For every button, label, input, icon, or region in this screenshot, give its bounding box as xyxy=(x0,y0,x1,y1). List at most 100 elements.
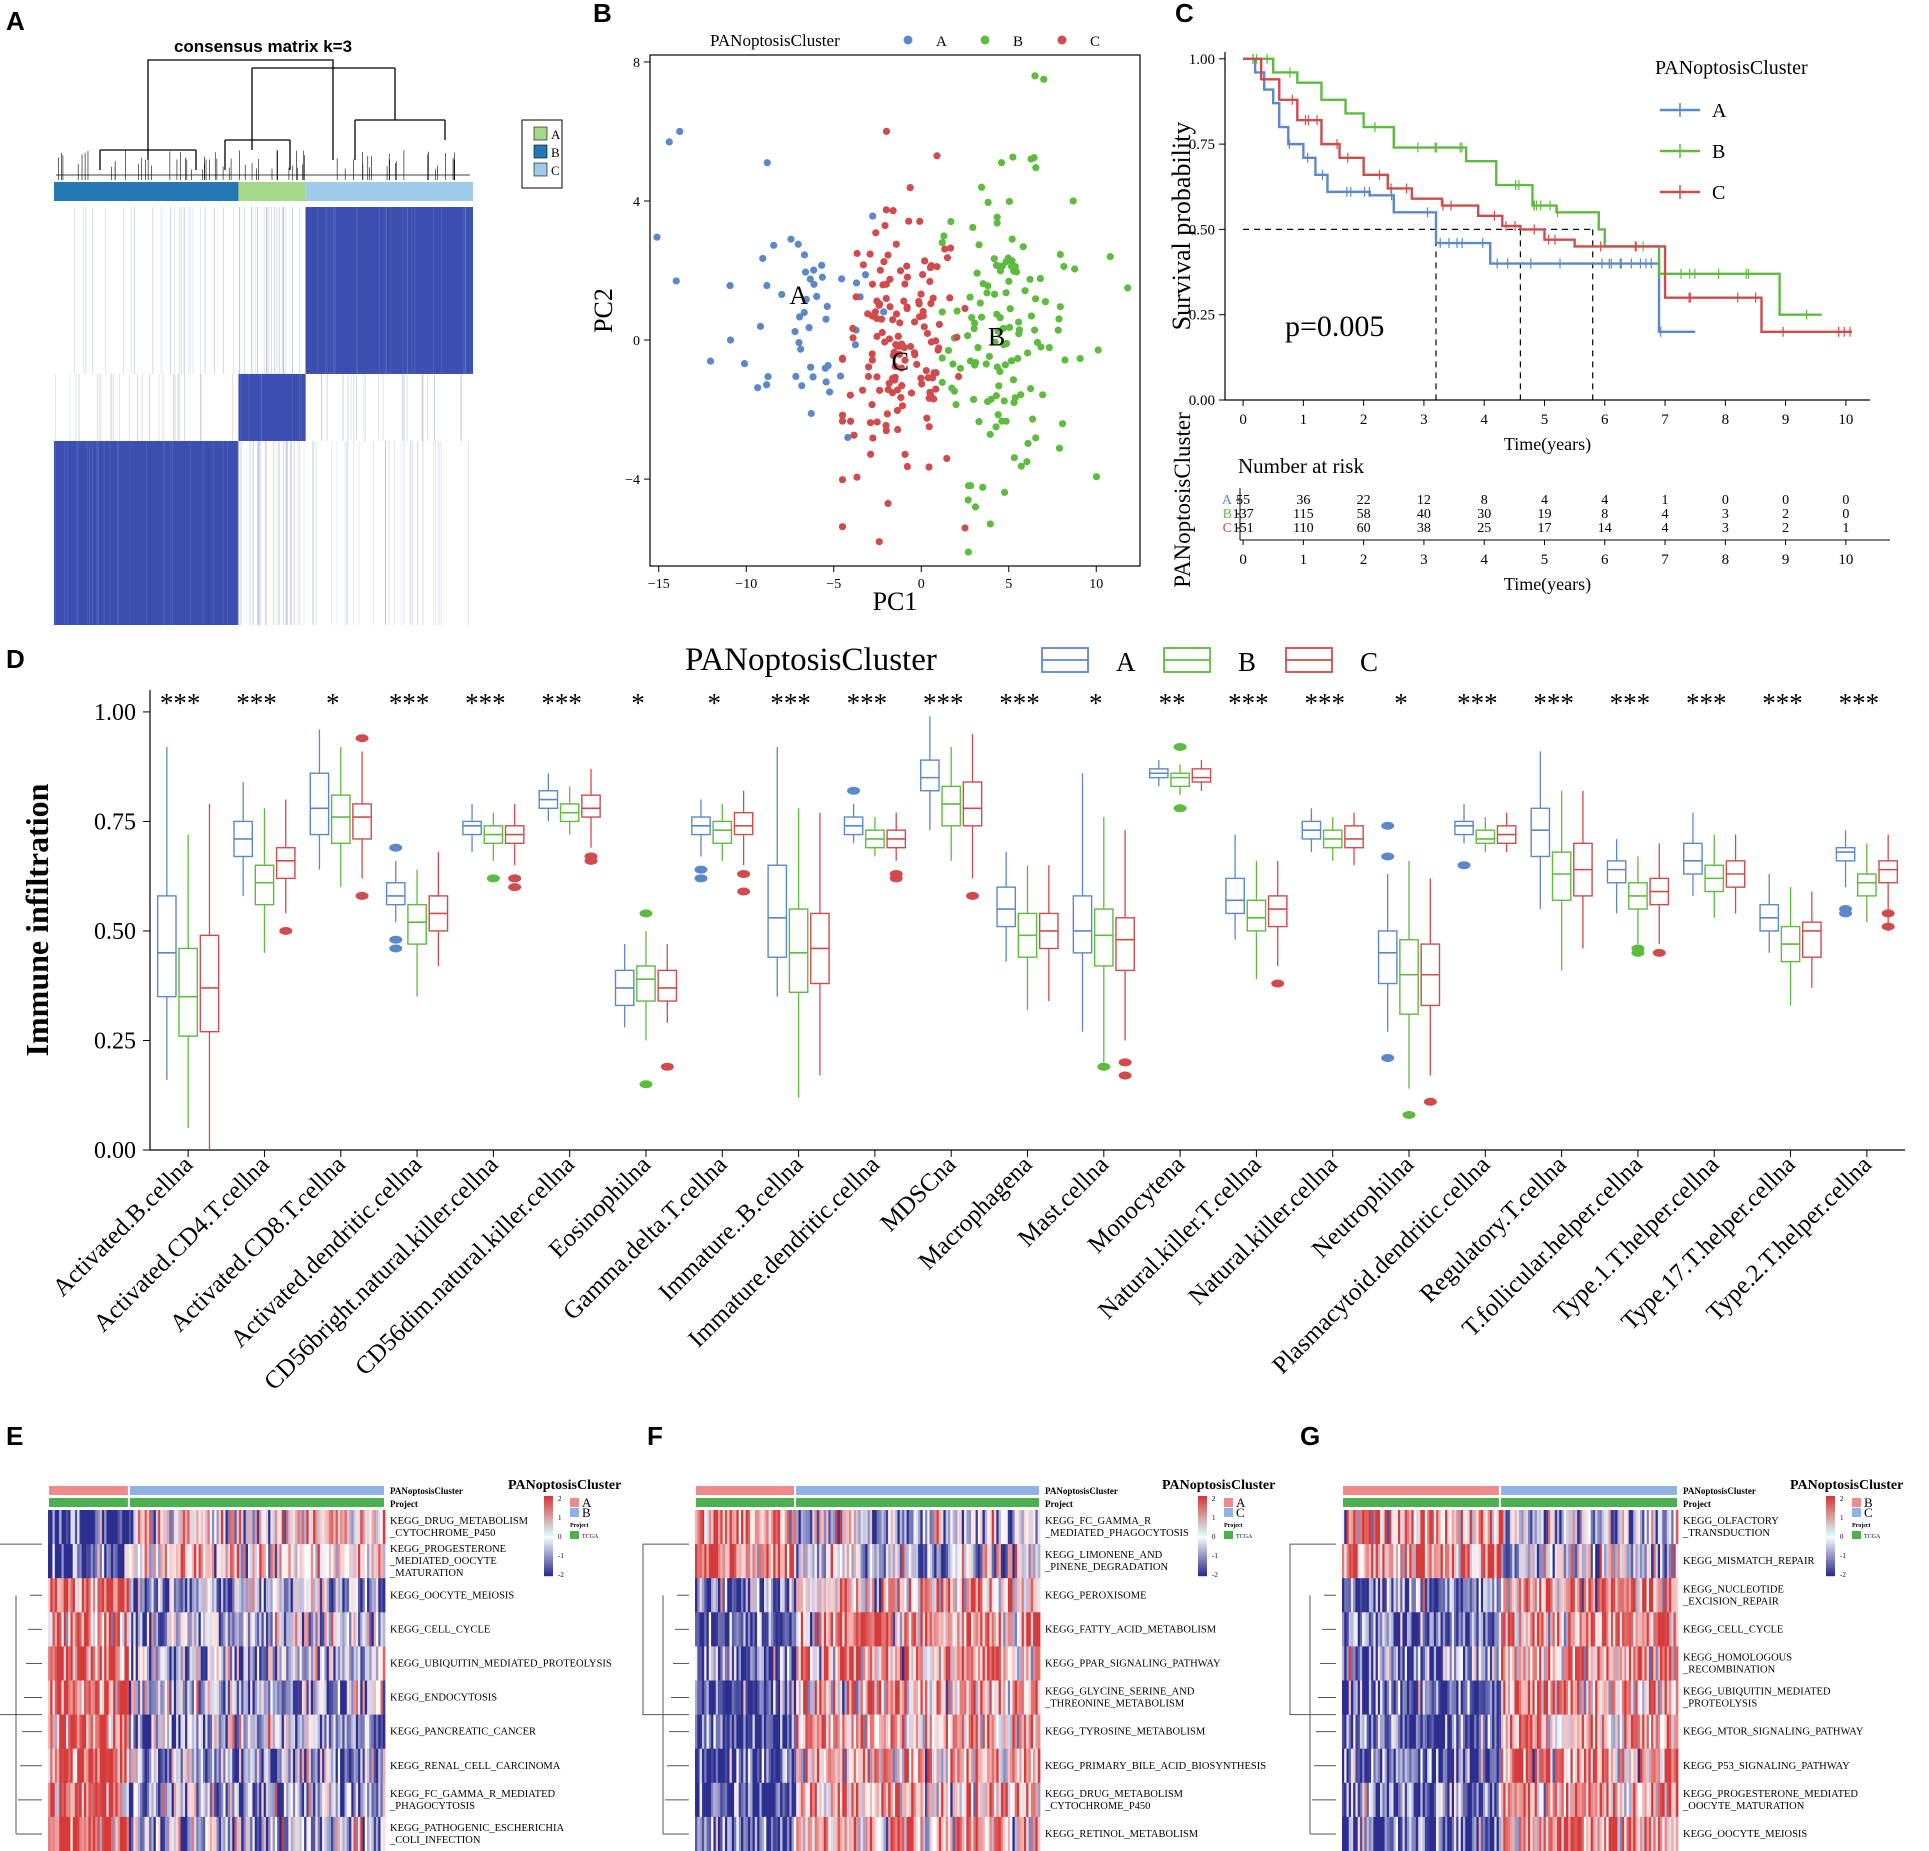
heat-cell xyxy=(941,1510,944,1545)
heat-cell xyxy=(149,1612,152,1647)
heat-cell xyxy=(731,1646,735,1681)
heat-cell xyxy=(998,1782,1002,1818)
heat-cell xyxy=(376,1680,379,1715)
heat-cell xyxy=(146,1714,150,1750)
heat-cell xyxy=(1364,1612,1368,1647)
heat-cell xyxy=(326,1578,330,1613)
heat-cell xyxy=(1655,1510,1659,1545)
heat-cell xyxy=(328,1646,332,1681)
heat-cell xyxy=(706,1816,710,1851)
heat-cell xyxy=(207,1714,211,1750)
heat-cell xyxy=(1447,1612,1450,1647)
heat-cell xyxy=(826,1714,829,1750)
heat-cell xyxy=(1000,1714,1004,1750)
heat-cell xyxy=(1608,1544,1612,1579)
heat-cell xyxy=(1010,1544,1013,1579)
heat-cell xyxy=(704,1510,707,1545)
heat-cell xyxy=(61,1782,65,1818)
heat-cell xyxy=(1346,1612,1350,1647)
heat-cell xyxy=(1550,1544,1553,1579)
heat-cell xyxy=(286,1782,289,1818)
heat-cell xyxy=(727,1544,730,1579)
heat-cell xyxy=(259,1510,262,1545)
heat-cell xyxy=(70,1748,74,1784)
heat-cell xyxy=(317,1748,321,1784)
outlier-c xyxy=(1881,909,1895,918)
heat-cell xyxy=(720,1782,723,1818)
heat-cell xyxy=(346,1646,350,1681)
heat-cell xyxy=(805,1510,809,1545)
heat-cell xyxy=(187,1646,190,1681)
heat-cell xyxy=(849,1680,852,1715)
heat-cell xyxy=(996,1680,999,1715)
heat-cell xyxy=(828,1578,832,1613)
heat-cell xyxy=(706,1578,710,1613)
heat-cell xyxy=(879,1510,882,1545)
heat-cell xyxy=(220,1646,224,1681)
heat-cell xyxy=(791,1748,795,1784)
heat-cell xyxy=(830,1714,834,1750)
heat-cell xyxy=(194,1612,197,1647)
heat-cell xyxy=(701,1714,705,1750)
heat-cell xyxy=(1353,1578,1356,1613)
heat-cell xyxy=(743,1578,746,1613)
heat-cell xyxy=(837,1748,841,1784)
point-c xyxy=(943,254,952,262)
heat-cell xyxy=(83,1578,87,1613)
heat-cell xyxy=(1568,1510,1571,1545)
heat-cell xyxy=(706,1714,710,1750)
heat-cell xyxy=(90,1646,94,1681)
heat-cell xyxy=(216,1680,220,1715)
heat-cell xyxy=(137,1646,141,1681)
heat-cell xyxy=(331,1782,334,1818)
point-c xyxy=(883,410,891,418)
annotation-cluster-b xyxy=(1343,1486,1499,1495)
heat-cell xyxy=(178,1612,181,1647)
point-c xyxy=(864,372,873,381)
heat-cell xyxy=(79,1646,83,1681)
heat-cell xyxy=(79,1578,83,1613)
heat-cell xyxy=(1404,1544,1408,1579)
outlier-a xyxy=(389,843,403,852)
heat-cell xyxy=(977,1680,981,1715)
heat-cell xyxy=(164,1578,168,1613)
point-b xyxy=(994,411,1002,419)
risk-value: 30 xyxy=(1477,507,1491,522)
heat-cell xyxy=(236,1578,240,1613)
heat-cell xyxy=(263,1714,267,1750)
heat-cell xyxy=(892,1612,896,1647)
heat-cell xyxy=(133,1578,137,1613)
heat-cell xyxy=(938,1748,942,1784)
heat-cell xyxy=(171,1544,175,1579)
heat-cell xyxy=(913,1816,917,1851)
heat-cell xyxy=(119,1544,123,1579)
heat-cell xyxy=(800,1646,804,1681)
heat-cell xyxy=(331,1646,334,1681)
heat-cell xyxy=(814,1680,818,1715)
heat-cell xyxy=(858,1612,861,1647)
cluster-label-b: B xyxy=(988,323,1005,352)
point-c xyxy=(897,364,906,372)
heat-cell xyxy=(851,1782,855,1818)
heat-cell xyxy=(1548,1510,1551,1545)
heat-cell xyxy=(800,1782,804,1818)
heat-cell xyxy=(885,1612,889,1647)
heat-cell xyxy=(220,1680,224,1715)
pathway-label-2: _MEDIATED_OOCYTE xyxy=(389,1556,497,1567)
heat-cell xyxy=(994,1510,997,1545)
heat-cell xyxy=(106,1782,110,1818)
heat-cell xyxy=(119,1714,123,1750)
heat-cell xyxy=(1393,1612,1397,1647)
dendro-d xyxy=(354,119,446,160)
annotation-project xyxy=(796,1498,1039,1507)
heat-cell xyxy=(814,1544,818,1579)
heat-cell xyxy=(254,1680,258,1715)
heat-cell xyxy=(1498,1510,1502,1545)
heat-cell xyxy=(826,1510,829,1545)
heat-cell xyxy=(711,1510,714,1545)
heat-cell xyxy=(146,1680,150,1715)
heat-cell xyxy=(989,1714,993,1750)
pca-scatter-panel: −15 −10 −5 0 5 10−4048PC1PC2PANoptosisCluster… xyxy=(589,31,1141,616)
heat-cell xyxy=(727,1816,730,1851)
heat-cell xyxy=(180,1782,184,1818)
